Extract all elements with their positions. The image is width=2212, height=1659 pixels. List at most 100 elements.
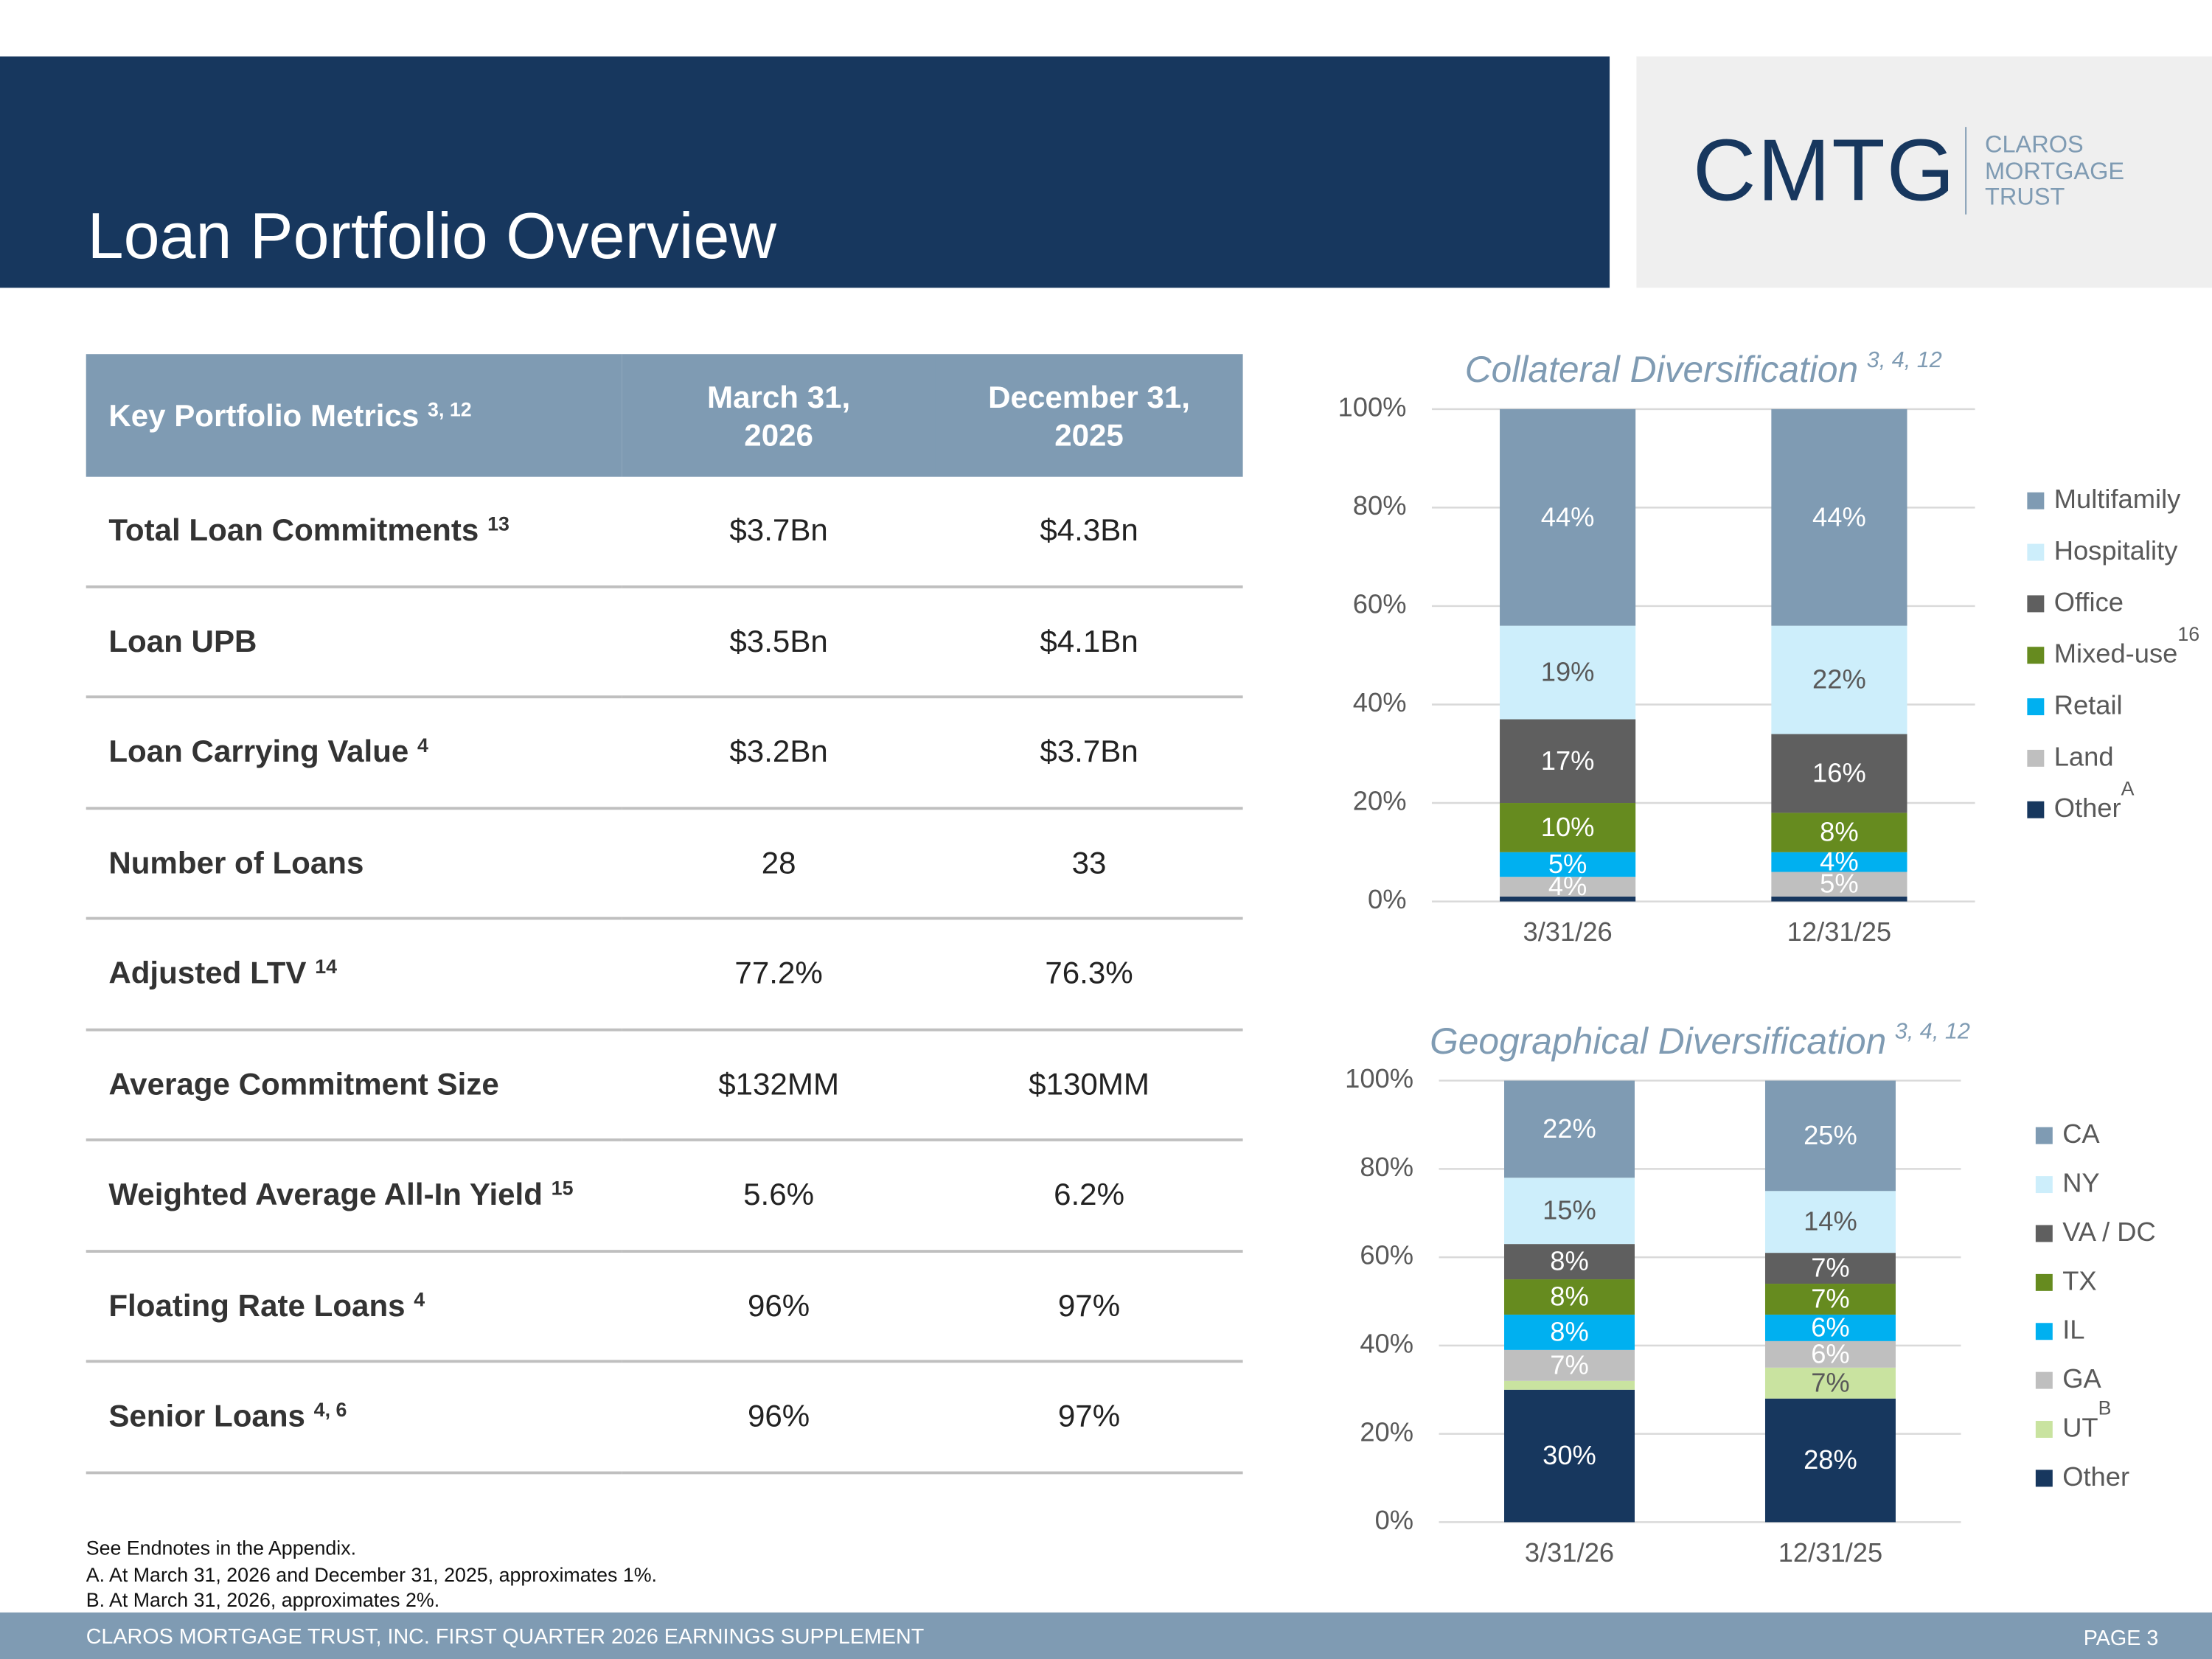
bar-segment — [1771, 872, 1907, 897]
logo-mark: CMTG — [1692, 122, 1956, 220]
data-label: 15% — [1543, 1195, 1596, 1225]
table-row: Loan UPB $3.5Bn $4.1Bn — [86, 585, 1243, 699]
bar-segment — [1504, 1244, 1635, 1280]
logo-name: CLAROS MORTGAGE TRUST — [1984, 131, 2124, 211]
footnote: B. At March 31, 2026, approximates 2%. — [86, 1588, 440, 1611]
table-header-row: Key Portfolio Metrics 3, 12 March 31, 20… — [86, 354, 1243, 477]
data-label: 17% — [1541, 745, 1595, 776]
data-label: 7% — [1811, 1284, 1850, 1314]
y-tick-label: 60% — [1353, 589, 1407, 619]
logo-divider — [1965, 127, 1967, 215]
data-label: 22% — [1543, 1113, 1596, 1144]
legend-label: CA — [2062, 1119, 2100, 1149]
bar-segment — [1500, 719, 1636, 804]
y-tick-label: 100% — [1345, 1063, 1413, 1093]
row-value: $3.7Bn — [622, 476, 936, 588]
bar-segment — [1500, 852, 1636, 877]
legend-entry: Mixed-use16 — [2054, 623, 2199, 668]
row-label-cell: Senior Loans 4, 6 — [86, 1361, 622, 1474]
y-tick-label: 60% — [1360, 1240, 1413, 1270]
data-label: 5% — [1548, 849, 1587, 879]
y-tick-label: 0% — [1368, 884, 1407, 914]
row-label-cell: Loan Carrying Value 4 — [86, 697, 622, 810]
logo-line: CLAROS — [1984, 131, 2084, 159]
row-label: Total Loan Commitments — [108, 512, 479, 548]
row-value: 5.6% — [622, 1139, 936, 1253]
logo: CMTG CLAROS MORTGAGE TRUST — [1636, 56, 2212, 288]
y-tick-label: 80% — [1353, 490, 1407, 521]
row-label: Weighted Average All-In Yield — [108, 1177, 543, 1212]
legend-entry: Multifamily — [2054, 484, 2181, 514]
bar-segment — [1504, 1178, 1635, 1245]
row-label: Loan UPB — [108, 623, 257, 659]
bar-segment — [1504, 1389, 1635, 1523]
data-label: 8% — [1820, 817, 1859, 847]
row-label: Adjusted LTV — [108, 955, 307, 991]
data-label: 30% — [1543, 1440, 1596, 1470]
row-value: 96% — [622, 1251, 936, 1363]
row-label-cell: Average Commitment Size — [86, 1029, 622, 1141]
legend-note: A — [2121, 778, 2135, 800]
data-label: 7% — [1811, 1367, 1850, 1397]
legend-swatch — [2035, 1176, 2053, 1194]
bar-segment — [1771, 852, 1907, 872]
row-note: 14 — [315, 955, 338, 978]
chart-title-note: 3, 4, 12 — [1867, 347, 1942, 372]
table-row: Senior Loans 4, 6 96% 97% — [86, 1361, 1243, 1474]
legend-swatch — [2027, 698, 2045, 716]
logo-line: TRUST — [1984, 183, 2065, 211]
legend-entry: TX — [2062, 1265, 2096, 1295]
bar-segment — [1504, 1349, 1635, 1381]
table-row: Weighted Average All-In Yield 15 5.6% 6.2% — [86, 1139, 1243, 1253]
row-note: 13 — [487, 512, 509, 535]
chart-title-note: 3, 4, 12 — [1895, 1019, 1970, 1044]
legend-entry: Retail — [2054, 689, 2123, 720]
bar-segment — [1771, 625, 1907, 734]
bar-segment — [1500, 625, 1636, 720]
data-label: 44% — [1812, 501, 1866, 532]
legend-label: Multifamily — [2054, 484, 2181, 514]
y-tick-label: 20% — [1353, 786, 1407, 816]
row-value: 97% — [935, 1361, 1243, 1474]
y-tick-label: 80% — [1360, 1152, 1413, 1182]
bar-segment — [1764, 1253, 1896, 1284]
row-value: 76.3% — [935, 918, 1243, 1031]
row-label-cell: Adjusted LTV 14 — [86, 918, 622, 1031]
legend-swatch — [2027, 543, 2045, 561]
row-label: Loan Carrying Value — [108, 734, 409, 770]
chart-title: Geographical Diversification 3, 4, 12 — [1430, 1019, 1970, 1062]
header-column: December 31, 2025 — [988, 378, 1190, 453]
legend-label: IL — [2062, 1314, 2084, 1344]
row-value: $130MM — [935, 1029, 1243, 1141]
row-note: 4 — [414, 1287, 425, 1310]
data-label: 8% — [1550, 1281, 1589, 1312]
table-row: Adjusted LTV 14 77.2% 76.3% — [86, 918, 1243, 1031]
data-label: 6% — [1811, 1338, 1850, 1368]
header-label: Key Portfolio Metrics — [108, 397, 420, 433]
row-label-cell: Floating Rate Loans 4 — [86, 1251, 622, 1363]
row-label: Floating Rate Loans — [108, 1287, 406, 1324]
bar-segment — [1500, 803, 1636, 852]
bar-segment — [1500, 877, 1636, 897]
metrics-table: Key Portfolio Metrics 3, 12 March 31, 20… — [86, 354, 1243, 1474]
legend-swatch — [2035, 1371, 2053, 1389]
legend-entry: CA — [2062, 1119, 2100, 1149]
row-value: 33 — [935, 807, 1243, 920]
bar-segment — [1771, 734, 1907, 813]
header-band — [0, 56, 1610, 288]
legend-entry: UTB — [2062, 1397, 2111, 1442]
footnote: A. At March 31, 2026 and December 31, 20… — [86, 1562, 657, 1585]
header-note: 3, 12 — [428, 397, 472, 420]
row-value: $3.5Bn — [622, 585, 936, 699]
row-value: $3.7Bn — [935, 697, 1243, 810]
y-tick-label: 40% — [1353, 687, 1407, 717]
legend-label: Retail — [2054, 689, 2123, 720]
legend-swatch — [2035, 1273, 2053, 1291]
legend-swatch — [2035, 1225, 2053, 1242]
legend-label: Other — [2054, 793, 2121, 823]
chart-title-text: Collateral Diversification — [1465, 349, 1858, 390]
footnote: See Endnotes in the Appendix. — [86, 1536, 357, 1559]
y-tick-label: 40% — [1360, 1328, 1413, 1358]
data-label: 8% — [1550, 1246, 1589, 1276]
